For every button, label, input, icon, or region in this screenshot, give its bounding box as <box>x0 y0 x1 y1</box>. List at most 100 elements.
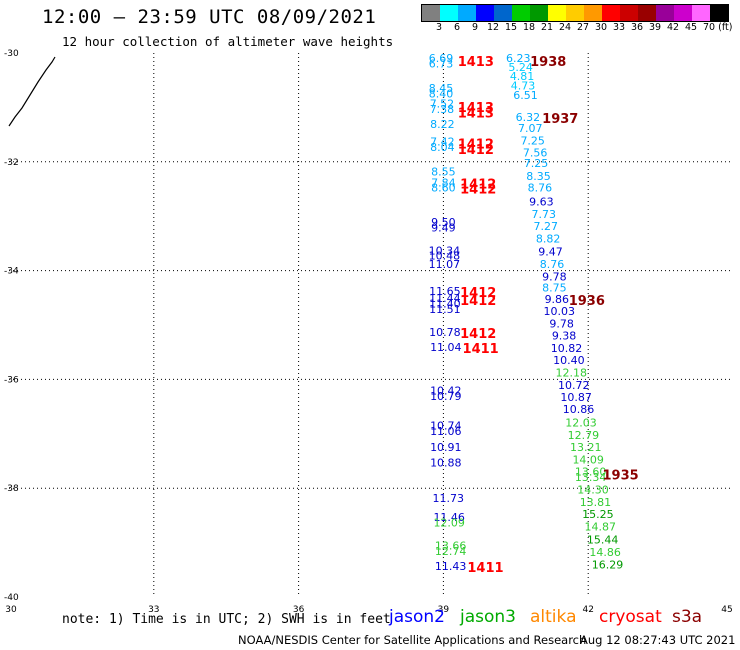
wave-height-label: 8.22 <box>430 118 455 131</box>
wave-height-label: 8.40 <box>429 88 454 101</box>
wave-height-label: 6.73 <box>429 58 454 71</box>
pass-time-label: 1937 <box>542 112 578 127</box>
legend-item-jason2: jason2 <box>389 607 445 627</box>
pass-time-label: 1411 <box>467 561 503 576</box>
wave-height-label: 10.78 <box>429 326 461 339</box>
wave-height-label: 13.34 <box>575 471 607 484</box>
wave-height-label: 4.81 <box>510 70 535 83</box>
wave-height-label: 9.86 <box>545 293 570 306</box>
wave-height-label: 10.03 <box>543 305 575 318</box>
color-scale-label: 24 <box>558 22 572 33</box>
wave-height-label: 11.43 <box>435 560 467 573</box>
pass-time-label: 1938 <box>530 55 566 70</box>
wave-height-label: 7.52 <box>430 97 455 110</box>
page-subtitle: 12 hour collection of altimeter wave hei… <box>62 34 394 49</box>
wave-height-label: 11.07 <box>429 258 461 271</box>
wave-height-label: 14.87 <box>585 521 617 534</box>
pass-time-label: 1936 <box>569 294 605 309</box>
legend-item-cryosat: cryosat <box>599 607 662 627</box>
wave-height-label: 10.40 <box>553 354 585 367</box>
wave-height-points: 6.696.73 8.458.407.527.38 8.22 7.428.04 8.55… <box>429 52 624 573</box>
wave-height-label: 9.49 <box>431 221 456 234</box>
color-scale-label: 3 <box>435 22 443 33</box>
lon-tick-label: 33 <box>148 605 159 615</box>
wave-height-label: 7.56 <box>523 146 548 159</box>
wave-height-label: 10.91 <box>430 441 462 454</box>
wave-height-label: 6.69 <box>429 52 454 65</box>
wave-height-label: 9.38 <box>552 330 577 343</box>
wave-height-label: 9.78 <box>549 318 574 331</box>
color-swatch <box>620 5 638 21</box>
wave-height-label: 11.06 <box>430 425 462 438</box>
wave-height-label: 7.42 <box>430 135 455 148</box>
wave-height-label: 11.73 <box>432 492 464 505</box>
lon-tick-label: 42 <box>582 605 593 615</box>
color-swatch <box>548 5 566 21</box>
color-scale-label: 70 (ft) <box>703 22 733 33</box>
wave-height-label: 7.38 <box>430 103 455 116</box>
wave-height-label: 12.74 <box>435 545 467 558</box>
color-swatch <box>710 5 728 21</box>
pass-time-label: 1413 <box>458 101 494 116</box>
wave-height-label: 8.55 <box>431 165 456 178</box>
wave-height-label: 7.07 <box>518 122 543 135</box>
wave-height-label: 8.45 <box>429 82 454 95</box>
wave-height-label: 10.87 <box>560 391 592 404</box>
wave-height-label: 12.09 <box>433 516 465 529</box>
lat-tick-label: -36 <box>4 375 19 385</box>
color-scale-label: 9 <box>471 22 479 33</box>
lat-tick-label: -34 <box>4 267 19 277</box>
color-swatch <box>476 5 494 21</box>
pass-time-label: 1935 <box>603 468 639 483</box>
wave-height-label: 10.82 <box>551 342 583 355</box>
timestamp-text: Aug 12 08:27:43 UTC 2021 <box>580 633 736 647</box>
wave-height-label: 15.44 <box>587 534 619 547</box>
credit-text: NOAA/NESDIS Center for Satellite Applica… <box>238 633 587 647</box>
color-swatch <box>458 5 476 21</box>
legend-item-s3a: s3a <box>672 607 703 627</box>
wave-height-label: 10.48 <box>429 250 461 263</box>
legend-item-jason3: jason3 <box>460 607 516 627</box>
pass-time-label: 1412 <box>458 143 494 158</box>
color-swatch <box>566 5 584 21</box>
wave-height-label: 8.60 <box>431 182 456 195</box>
color-swatch <box>656 5 674 21</box>
grid-lines <box>9 53 733 597</box>
wave-height-label: 13.60 <box>575 466 607 479</box>
wave-height-label: 10.74 <box>430 419 462 432</box>
color-scale-label: 18 <box>522 22 536 33</box>
wave-height-label: 13.81 <box>580 496 612 509</box>
wave-height-label: 9.78 <box>542 270 567 283</box>
color-scale-label: 33 <box>612 22 626 33</box>
wave-height-label: 11.65 <box>429 285 461 298</box>
color-swatch <box>512 5 530 21</box>
wave-height-label: 9.63 <box>529 195 554 208</box>
wave-height-label: 11.04 <box>430 341 462 354</box>
wave-height-label: 8.82 <box>536 232 561 245</box>
pass-time-label: 1413 <box>458 107 494 122</box>
wave-height-label: 8.35 <box>526 170 551 183</box>
pass-time-labels: 1413141314131412141214121412141214121412… <box>458 55 639 576</box>
wave-height-label: 10.42 <box>430 385 462 398</box>
pass-time-label: 1412 <box>460 294 496 309</box>
wave-height-label: 12.79 <box>568 429 600 442</box>
wave-height-label: 7.27 <box>533 220 558 233</box>
wave-height-label: 10.34 <box>429 244 461 257</box>
lon-tick-label: 30 <box>5 605 17 615</box>
wave-height-label: 7.73 <box>532 208 557 221</box>
color-swatch <box>602 5 620 21</box>
color-scale-labels: 3 6 9 12 15 18 21 24 27 30 33 36 39 42 45 70 (ft) <box>421 22 733 34</box>
wave-height-label: 8.76 <box>528 182 553 195</box>
lon-tick-label: 45 <box>721 605 732 615</box>
color-scale-label: 27 <box>576 22 590 33</box>
wave-height-label: 7.25 <box>520 134 545 147</box>
color-swatch <box>530 5 548 21</box>
wave-height-label: 10.88 <box>430 456 462 469</box>
pass-time-label: 1412 <box>460 183 496 198</box>
lat-tick-label: -30 <box>4 49 19 59</box>
wave-height-label: 14.09 <box>572 454 604 467</box>
color-scale-label: 36 <box>630 22 644 33</box>
color-scale-label: 42 <box>666 22 680 33</box>
wave-height-label: 4.73 <box>511 79 536 92</box>
